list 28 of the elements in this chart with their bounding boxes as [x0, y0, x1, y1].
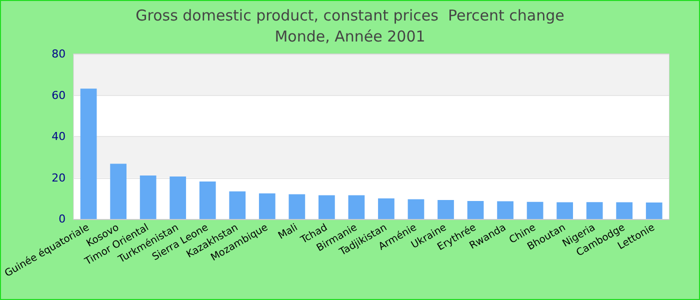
chart-subtitle: Monde, Année 2001	[274, 28, 426, 46]
chart-title: Gross domestic product, constant prices Percent change	[136, 6, 564, 24]
bar	[199, 181, 216, 219]
bar	[288, 194, 306, 219]
y-tick-label: 80	[52, 48, 66, 60]
bar	[378, 198, 394, 219]
y-tick-label: 40	[52, 130, 66, 143]
bar	[408, 199, 424, 219]
bar	[258, 193, 276, 219]
y-tick-label: 0	[58, 212, 66, 226]
bar	[616, 202, 633, 219]
bar	[438, 200, 454, 219]
y-tick-label: 60	[52, 88, 66, 102]
bar	[348, 195, 365, 219]
bar	[467, 201, 484, 219]
bar	[497, 201, 514, 219]
bar	[140, 175, 156, 219]
y-tick-label: 20	[52, 171, 66, 184]
bar	[586, 202, 603, 219]
bar	[526, 202, 544, 219]
bar	[229, 191, 246, 219]
bar	[318, 195, 335, 219]
bar	[80, 88, 97, 219]
bar	[646, 202, 662, 219]
bar	[556, 202, 574, 219]
bar	[170, 176, 186, 219]
x-tick-label: Mali	[276, 222, 300, 242]
bar	[110, 164, 127, 219]
